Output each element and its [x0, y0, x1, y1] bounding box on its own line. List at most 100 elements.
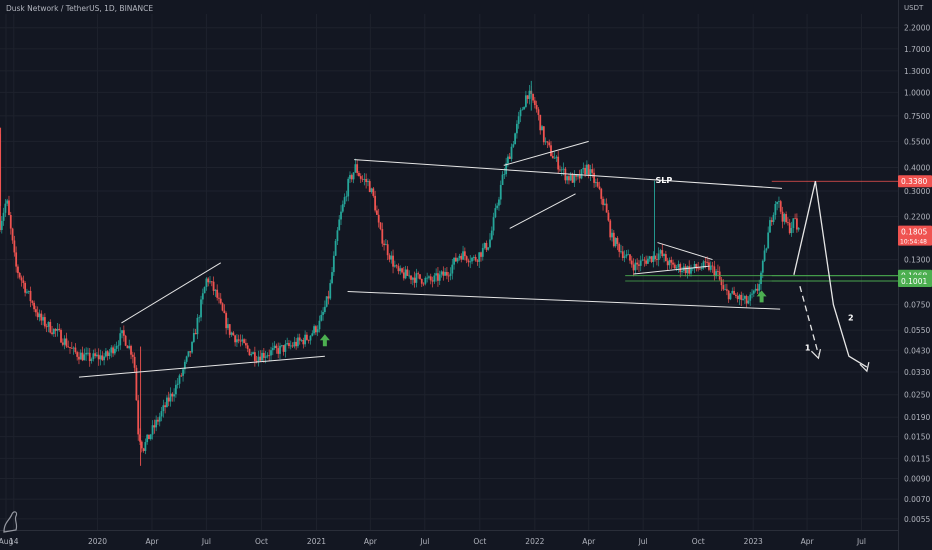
candle-body — [289, 345, 292, 347]
candle-body — [551, 156, 554, 159]
candle-body — [492, 217, 495, 231]
candle-body — [183, 361, 186, 370]
candle-body — [632, 264, 635, 271]
candle-body — [745, 295, 748, 304]
candle-body — [670, 259, 673, 263]
candle-body — [216, 289, 219, 298]
x-tick-label: Jul — [201, 537, 211, 546]
candle-body — [15, 252, 18, 267]
candle-body — [214, 289, 217, 291]
candle-body — [97, 354, 100, 360]
candle-body — [532, 93, 534, 101]
candle-body — [550, 145, 552, 157]
candle-body — [124, 335, 127, 346]
trend-line[interactable] — [78, 355, 325, 378]
candle-body — [677, 264, 680, 268]
candle-body — [81, 352, 84, 361]
candle-body — [54, 328, 57, 331]
candle-body — [11, 228, 14, 241]
x-tick-label: Aug — [0, 537, 14, 546]
candle-body — [690, 268, 692, 274]
candle-body — [709, 265, 712, 270]
candle-body — [334, 241, 337, 256]
candle-body — [194, 333, 197, 335]
candle-body — [654, 255, 657, 260]
candle-body — [611, 232, 613, 238]
trend-line[interactable] — [347, 291, 781, 310]
candle-body — [752, 290, 755, 294]
countdown-label: 10:54:48 — [900, 239, 927, 246]
trend-line[interactable] — [657, 242, 713, 261]
candle-body — [702, 261, 705, 269]
trend-line[interactable] — [121, 262, 222, 324]
candle-body — [402, 272, 405, 279]
candle-body — [794, 218, 796, 220]
arrow-up-icon — [756, 290, 767, 303]
candle-body — [668, 259, 671, 266]
candle-body — [763, 250, 766, 261]
candle-body — [252, 352, 254, 355]
candle-body — [661, 250, 664, 257]
candle-body — [201, 293, 204, 300]
candle-body — [444, 271, 447, 276]
candle-body — [259, 356, 262, 361]
arrow-head-1 — [811, 349, 822, 360]
candle-body — [638, 264, 640, 266]
candle-body — [350, 175, 353, 180]
candle-body — [205, 278, 208, 287]
candle-body — [153, 425, 156, 428]
candle-body — [376, 210, 378, 215]
candle-body — [377, 214, 380, 223]
candle-body — [6, 200, 9, 204]
last-price-bg — [898, 225, 932, 246]
scenario-path-1[interactable] — [799, 286, 820, 355]
candle-body — [783, 214, 786, 222]
scenario-path-2[interactable] — [793, 181, 868, 368]
candle-body — [560, 169, 563, 171]
y-tick-label: 0.0070 — [904, 495, 930, 504]
candle-body — [548, 142, 551, 146]
candle-body — [603, 203, 606, 205]
candle-body — [612, 232, 615, 247]
candle-body — [135, 367, 138, 401]
candle-body — [90, 359, 93, 362]
candle-body — [397, 266, 400, 272]
candle-body — [142, 448, 145, 451]
candle-body — [295, 341, 298, 347]
candle-body — [720, 279, 723, 286]
candle-body — [341, 204, 344, 212]
y-tick-label: 0.5500 — [904, 137, 930, 146]
candle-body — [465, 256, 468, 261]
level-label-red: 0.3380 — [901, 177, 927, 186]
candle-body — [155, 419, 158, 428]
candle-body — [316, 329, 319, 333]
candle-body — [706, 262, 709, 264]
candle-body — [636, 262, 639, 265]
candle-body — [173, 394, 175, 397]
candle-body — [767, 232, 770, 249]
trend-line[interactable] — [503, 140, 589, 166]
candle-body — [300, 339, 303, 341]
trend-line[interactable] — [509, 193, 576, 229]
candle-body — [417, 273, 420, 275]
candle-body — [485, 242, 488, 250]
candle-body — [433, 275, 436, 282]
candle-body — [393, 265, 396, 267]
candle-body — [526, 95, 529, 99]
candle-body — [332, 255, 335, 273]
candle-body — [196, 317, 199, 335]
candle-body — [270, 350, 272, 356]
candle-body — [96, 354, 98, 357]
candle-body — [679, 264, 682, 273]
trend-line[interactable] — [633, 265, 710, 275]
trend-line[interactable] — [354, 159, 782, 189]
candle-body — [212, 281, 215, 291]
candle-body — [133, 356, 136, 368]
y-tick-label: 0.0750 — [904, 301, 930, 310]
candle-body — [370, 188, 373, 192]
candle-body — [182, 369, 184, 376]
candle-body — [237, 339, 240, 341]
candle-body — [268, 355, 271, 357]
